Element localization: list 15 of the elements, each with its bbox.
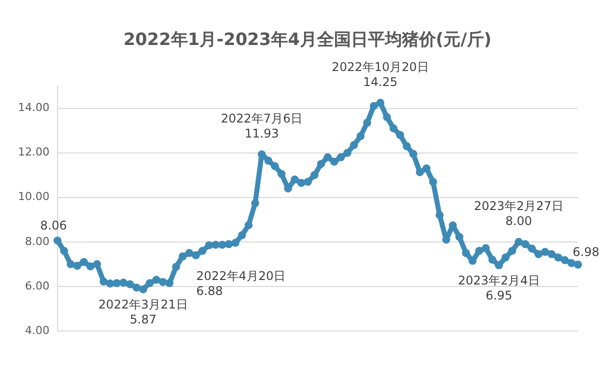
annotation: 2023年2月27日 8.00 <box>474 199 564 228</box>
y-tick-label: 10.00 <box>18 190 50 204</box>
y-tick-label: 8.00 <box>24 234 50 248</box>
y-tick-label: 12.00 <box>18 146 50 159</box>
y-tick-label: 14.00 <box>18 101 50 114</box>
y-tick-label: 6.00 <box>24 279 50 292</box>
annotation: 2022年4月20日 6.88 <box>196 269 286 298</box>
annotation: 2022年10月20日 14.25 <box>332 60 429 89</box>
annotation: 6.98 <box>572 244 600 259</box>
annotation: 2022年3月21日 5.87 <box>98 297 188 326</box>
annotation: 2022年7月6日 11.93 <box>220 112 303 140</box>
annotation: 2023年2月4日 6.95 <box>458 273 540 302</box>
chart-title: 2022年1月-2023年4月全国日平均猪价(元/斤) <box>122 29 493 51</box>
y-tick-label: 4.00 <box>24 324 50 337</box>
annotation: 8.06 <box>40 218 67 233</box>
